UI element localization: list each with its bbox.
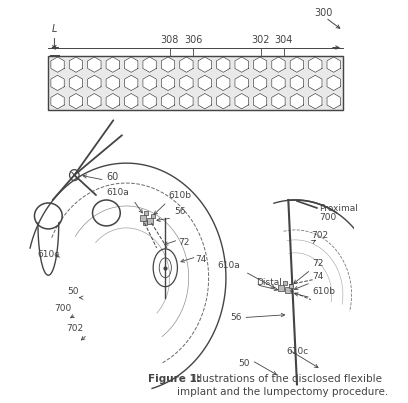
Text: 50: 50 [239, 359, 250, 368]
Polygon shape [327, 57, 340, 72]
Polygon shape [272, 75, 285, 91]
Polygon shape [143, 93, 156, 109]
Text: 610b: 610b [313, 287, 335, 296]
Polygon shape [69, 93, 83, 109]
Polygon shape [308, 75, 322, 91]
Text: Figure 1:: Figure 1: [148, 374, 201, 384]
Polygon shape [51, 57, 64, 72]
Text: 306: 306 [184, 35, 202, 45]
Polygon shape [180, 93, 193, 109]
Text: 702: 702 [311, 231, 328, 240]
Polygon shape [106, 93, 120, 109]
Polygon shape [217, 93, 230, 109]
Polygon shape [272, 57, 285, 72]
Polygon shape [106, 75, 120, 91]
Polygon shape [88, 93, 101, 109]
Polygon shape [69, 57, 83, 72]
Text: L: L [52, 24, 57, 33]
Polygon shape [253, 93, 267, 109]
Text: 74: 74 [195, 255, 207, 264]
Polygon shape [48, 56, 343, 110]
Text: Illustrations of the disclosed flexible: Illustrations of the disclosed flexible [190, 374, 381, 384]
Text: Distal: Distal [256, 278, 282, 287]
Text: 56: 56 [230, 313, 242, 322]
Polygon shape [235, 57, 248, 72]
Text: 74: 74 [313, 272, 324, 281]
Polygon shape [124, 57, 138, 72]
Text: 610a: 610a [217, 261, 240, 270]
Text: 50: 50 [67, 287, 79, 296]
Polygon shape [161, 75, 175, 91]
Polygon shape [106, 57, 120, 72]
Text: 300: 300 [314, 8, 333, 18]
Polygon shape [124, 93, 138, 109]
Text: 700: 700 [319, 213, 337, 222]
Polygon shape [161, 93, 175, 109]
Polygon shape [51, 75, 64, 91]
Polygon shape [272, 93, 285, 109]
Polygon shape [198, 57, 211, 72]
Text: 700: 700 [55, 303, 72, 313]
Polygon shape [143, 57, 156, 72]
Polygon shape [235, 93, 248, 109]
Polygon shape [180, 75, 193, 91]
Polygon shape [161, 57, 175, 72]
Text: 72: 72 [313, 259, 324, 268]
Polygon shape [217, 57, 230, 72]
Text: 610a: 610a [106, 188, 129, 197]
Polygon shape [88, 75, 101, 91]
Polygon shape [124, 75, 138, 91]
Polygon shape [290, 93, 304, 109]
Polygon shape [180, 57, 193, 72]
Polygon shape [290, 57, 304, 72]
Text: 56: 56 [174, 207, 186, 216]
Polygon shape [51, 93, 64, 109]
Polygon shape [327, 93, 340, 109]
Polygon shape [327, 75, 340, 91]
Polygon shape [308, 57, 322, 72]
Text: implant and the lumpectomy procedure.: implant and the lumpectomy procedure. [177, 387, 389, 397]
Text: 60: 60 [106, 172, 119, 182]
Text: 72: 72 [178, 238, 190, 247]
Text: 702: 702 [66, 324, 83, 332]
Polygon shape [217, 75, 230, 91]
Text: 302: 302 [251, 35, 270, 45]
Text: 610c: 610c [286, 347, 309, 357]
Polygon shape [253, 75, 267, 91]
Polygon shape [253, 57, 267, 72]
Polygon shape [198, 75, 211, 91]
Polygon shape [143, 75, 156, 91]
Text: 308: 308 [160, 35, 179, 45]
Text: 610b: 610b [169, 191, 192, 200]
Text: 610c: 610c [38, 250, 60, 259]
Text: 304: 304 [275, 35, 293, 45]
Polygon shape [235, 75, 248, 91]
Text: Proximal: Proximal [319, 204, 358, 213]
Polygon shape [69, 75, 83, 91]
Polygon shape [88, 57, 101, 72]
Polygon shape [308, 93, 322, 109]
Polygon shape [290, 75, 304, 91]
Polygon shape [198, 93, 211, 109]
